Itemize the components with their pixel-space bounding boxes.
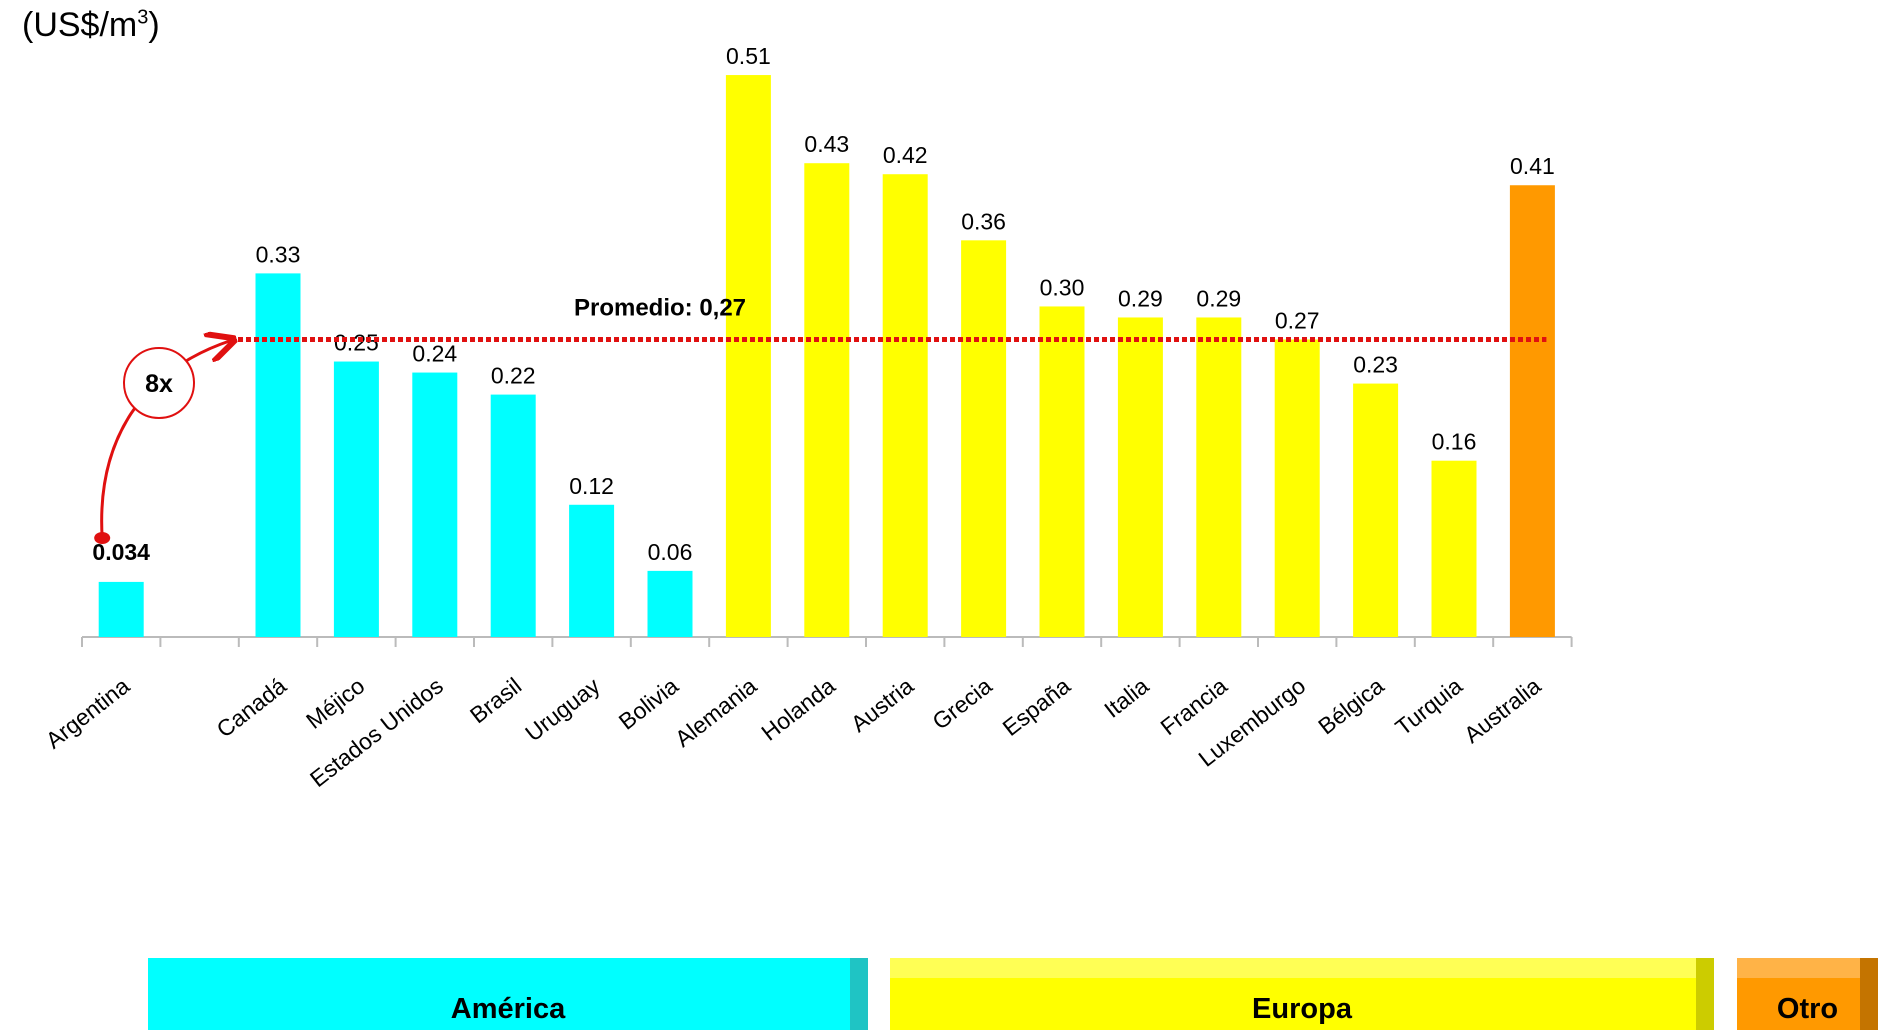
average-label: Promedio: 0,27 <box>574 295 746 322</box>
x-tick-label-canada: Canadá <box>212 672 292 742</box>
bar-espana <box>1039 306 1085 637</box>
data-label-luxemburgo: 0.27 <box>1275 308 1320 334</box>
data-label-grecia: 0.36 <box>961 208 1006 234</box>
region-band-highlight <box>148 958 868 978</box>
region-band-highlight <box>1737 958 1878 978</box>
x-tick-label-bolivia: Bolivia <box>614 672 684 734</box>
bar-mejico <box>333 361 379 637</box>
region-band-edge <box>850 958 868 1030</box>
data-label-australia: 0.41 <box>1510 153 1555 179</box>
data-label-uruguay: 0.12 <box>569 473 614 499</box>
data-label-espana: 0.30 <box>1040 274 1085 300</box>
x-tick-label-brasil: Brasil <box>465 672 526 728</box>
bar-luxemburgo <box>1274 339 1320 637</box>
region-label-otro: Otro <box>1776 993 1839 1025</box>
annotation-label: 8x <box>145 370 173 398</box>
average-label-text: Promedio: <box>574 295 699 322</box>
bar-estados-unidos <box>412 372 458 637</box>
annotation-circle <box>123 347 195 419</box>
average-label-value: 0,27 <box>699 295 746 322</box>
bar-francia <box>1196 317 1242 637</box>
x-tick-label-argentina: Argentina <box>41 672 135 753</box>
y-axis-unit-label: (US$/m3) <box>22 6 160 45</box>
region-band-edge <box>1696 958 1714 1030</box>
x-tick-label-australia: Australia <box>1459 672 1546 748</box>
data-label-bolivia: 0.06 <box>648 539 693 565</box>
data-label-austria: 0.42 <box>883 142 928 168</box>
data-label-francia: 0.29 <box>1196 285 1241 311</box>
region-band-edge <box>1860 958 1878 1030</box>
data-label-estados-unidos: 0.24 <box>412 341 457 367</box>
region-label-america: América <box>450 993 566 1025</box>
x-tick-label-belgica: Bélgica <box>1313 672 1389 739</box>
bar-grecia <box>961 240 1007 638</box>
x-tick-label-italia: Italia <box>1099 672 1153 723</box>
region-band-europa: Europa <box>890 958 1714 1030</box>
x-tick-label-alemania: Alemania <box>670 672 762 752</box>
bar-austria <box>882 174 928 637</box>
bar-italia <box>1117 317 1163 637</box>
bar-canada <box>255 273 301 637</box>
region-band-otro: Otro <box>1737 958 1878 1030</box>
x-tick-label-holanda: Holanda <box>756 672 840 745</box>
region-band-america: América <box>148 958 868 1030</box>
y-unit-suffix: ) <box>148 6 160 44</box>
x-tick-label-estados-unidos: Estados Unidos <box>305 672 448 792</box>
bar-turquia <box>1431 460 1477 637</box>
data-label-brasil: 0.22 <box>491 363 536 389</box>
data-label-holanda: 0.43 <box>804 131 849 157</box>
data-label-belgica: 0.23 <box>1353 352 1398 378</box>
bar-brasil <box>490 394 536 637</box>
bar-australia <box>1509 185 1555 638</box>
x-tick-label-grecia: Grecia <box>927 672 997 734</box>
x-tick-label-espana: España <box>998 672 1076 741</box>
region-label-europa: Europa <box>1252 993 1352 1025</box>
y-unit-superscript: 3 <box>137 6 149 29</box>
data-label-italia: 0.29 <box>1118 285 1163 311</box>
data-label-turquia: 0.16 <box>1432 429 1477 455</box>
y-unit-prefix: (US$/m <box>22 6 138 44</box>
x-tick-label-mejico: Méjico <box>301 672 369 733</box>
bar-belgica <box>1353 383 1399 637</box>
data-label-mejico: 0.25 <box>334 330 379 356</box>
annotation-arrow <box>100 341 231 539</box>
x-tick-label-turquia: Turquia <box>1390 672 1467 740</box>
bar-argentina <box>98 581 144 637</box>
bar-holanda <box>804 163 850 637</box>
bar-uruguay <box>569 504 615 637</box>
annotation-dot <box>94 532 111 544</box>
bar-alemania <box>725 75 771 638</box>
x-tick-label-uruguay: Uruguay <box>520 672 605 746</box>
x-tick-label-austria: Austria <box>846 672 919 737</box>
region-band-highlight <box>890 958 1714 978</box>
bar-bolivia <box>647 570 693 637</box>
data-label-alemania: 0.51 <box>726 43 771 69</box>
data-label-canada: 0.33 <box>256 241 301 267</box>
